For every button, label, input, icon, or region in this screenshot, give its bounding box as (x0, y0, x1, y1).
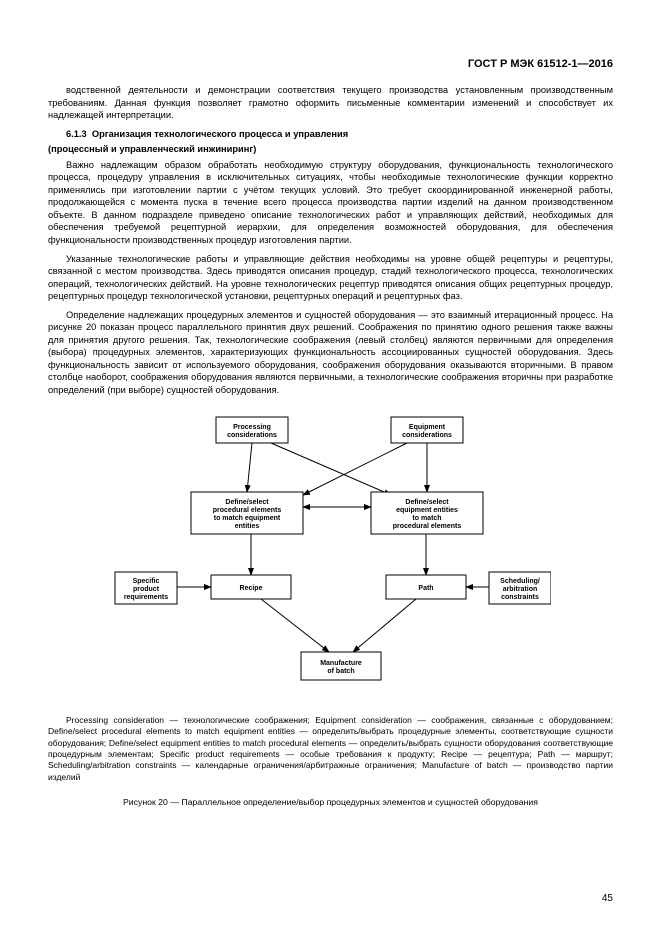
svg-text:Scheduling/: Scheduling/ (500, 578, 540, 585)
svg-text:requirements: requirements (123, 594, 167, 601)
section-subtitle: (процессный и управленческий инжиниринг) (48, 143, 613, 156)
svg-text:Path: Path (418, 585, 433, 592)
section-heading: 6.1.3 Организация технологического проце… (48, 128, 613, 141)
doc-header: ГОСТ Р МЭК 61512-1—2016 (48, 58, 613, 70)
svg-text:entities: entities (234, 523, 259, 530)
figure-caption: Рисунок 20 — Параллельное определение/вы… (48, 797, 613, 807)
svg-text:Define/select: Define/select (405, 499, 449, 506)
svg-text:of batch: of batch (327, 668, 354, 675)
paragraph-4: Определение надлежащих процедурных элеме… (48, 309, 613, 397)
svg-text:arbitration: arbitration (502, 586, 537, 593)
svg-text:Manufacture: Manufacture (320, 660, 362, 667)
figure-20-diagram: ProcessingconsiderationsEquipmentconside… (48, 407, 613, 707)
section-num: 6.1.3 (66, 129, 87, 139)
section-title: Организация технологического процесса и … (92, 129, 348, 139)
paragraph-3: Указанные технологические работы и управ… (48, 253, 613, 303)
svg-text:equipment entities: equipment entities (396, 507, 458, 514)
svg-text:Specific: Specific (132, 578, 159, 585)
figure-legend: Processing consideration — технологическ… (48, 715, 613, 784)
svg-text:Equipment: Equipment (408, 424, 445, 431)
svg-text:Define/select: Define/select (225, 499, 269, 506)
svg-text:to match equipment: to match equipment (213, 515, 280, 522)
svg-text:considerations: considerations (402, 432, 452, 439)
paragraph-1: водственной деятельности и демонстрации … (48, 84, 613, 122)
svg-text:product: product (132, 586, 159, 593)
svg-text:procedural elements: procedural elements (392, 523, 461, 530)
svg-text:procedural elements: procedural elements (212, 507, 281, 514)
svg-text:Recipe: Recipe (239, 585, 262, 592)
svg-text:to match: to match (412, 515, 441, 522)
paragraph-2: Важно надлежащим образом обработать необ… (48, 159, 613, 247)
svg-text:constraints: constraints (501, 594, 539, 601)
svg-text:Processing: Processing (233, 424, 271, 431)
page-number: 45 (602, 893, 613, 904)
svg-text:considerations: considerations (227, 432, 277, 439)
